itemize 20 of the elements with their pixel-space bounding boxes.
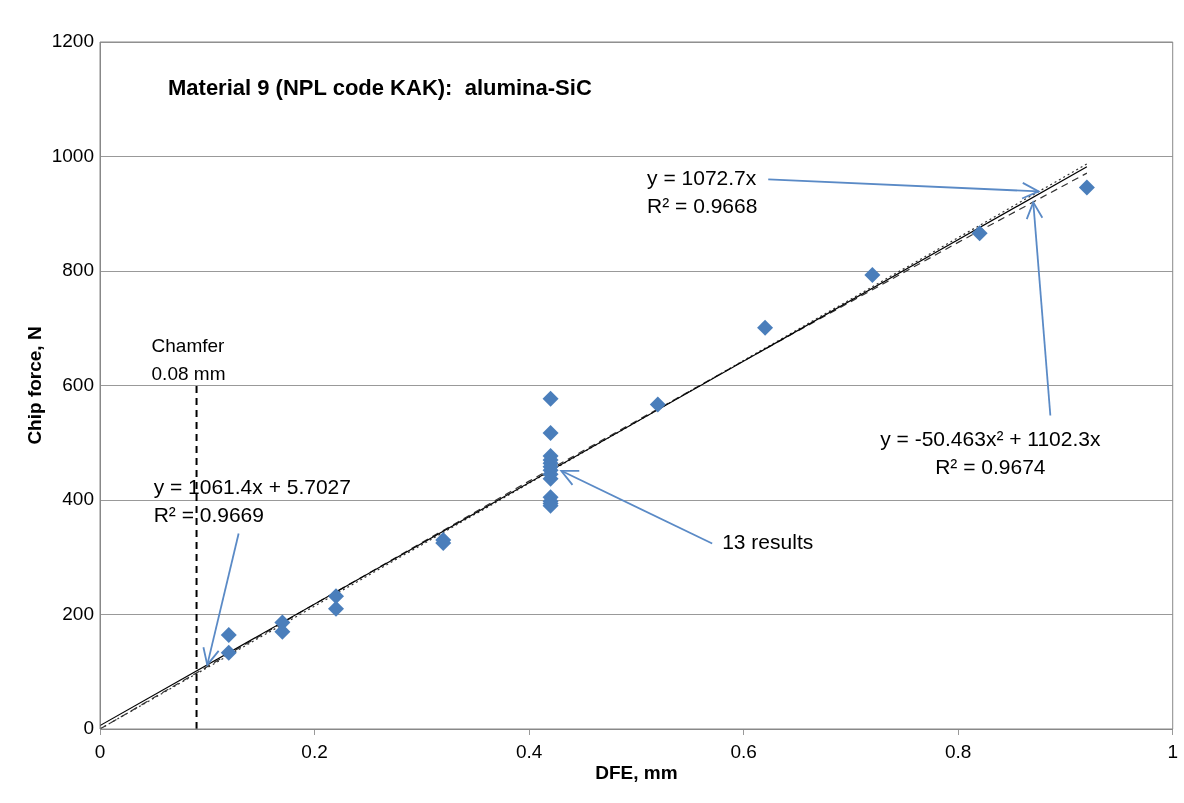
- y-tick-label: 600: [62, 373, 94, 395]
- annotation: y = -50.463x² + 1102.3x R² = 0.9674: [880, 427, 1101, 479]
- y-tick-label: 0: [83, 717, 94, 739]
- y-tick-label: 800: [62, 259, 94, 281]
- x-tick-label: 0.6: [730, 740, 757, 762]
- x-tick-label: 0.8: [944, 740, 972, 762]
- annotation: y = 1072.7x R² = 0.9668: [647, 166, 758, 218]
- x-tick-label: 1: [1167, 740, 1179, 762]
- ref-line-label: Chamfer 0.08 mm: [151, 334, 226, 384]
- y-tick-label: 1000: [51, 144, 94, 166]
- annotation: y = 1061.4x + 5.7027 R² = 0.9669: [153, 475, 351, 527]
- annotation: 13 results: [722, 530, 814, 554]
- text: Material 9 (NPL code KAK): alumina-SiC: [168, 75, 592, 101]
- x-tick-label: 0.4: [515, 740, 543, 762]
- y-tick-label: 200: [62, 602, 94, 624]
- y-axis-title: Chip force, N: [23, 326, 45, 445]
- x-axis-title: DFE, mm: [595, 761, 678, 783]
- y-tick-label: 1200: [51, 30, 94, 52]
- y-tick-label: 400: [62, 488, 94, 510]
- x-tick-label: 0.2: [301, 740, 328, 762]
